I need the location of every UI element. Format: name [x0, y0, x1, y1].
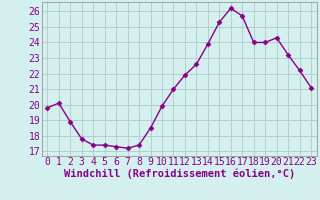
- X-axis label: Windchill (Refroidissement éolien,°C): Windchill (Refroidissement éolien,°C): [64, 169, 295, 179]
